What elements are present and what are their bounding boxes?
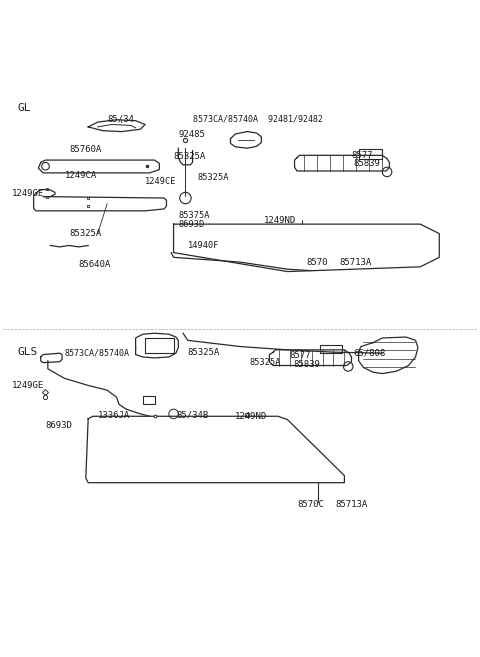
Text: 1249ND: 1249ND [235, 412, 267, 420]
FancyBboxPatch shape [320, 345, 343, 353]
Text: 8570C: 8570C [297, 499, 324, 509]
Text: 8693D: 8693D [46, 421, 72, 430]
Text: 1249GE: 1249GE [12, 189, 45, 198]
Text: 8693D: 8693D [179, 219, 204, 229]
Text: GL: GL [17, 103, 31, 113]
Text: 85/34B: 85/34B [176, 411, 208, 420]
Text: 85325A: 85325A [174, 152, 206, 161]
Text: 85325A: 85325A [69, 229, 101, 238]
Text: 85375A: 85375A [179, 211, 210, 220]
Text: 1249CA: 1249CA [64, 171, 96, 180]
Text: 14940F: 14940F [188, 241, 219, 250]
Text: 8573CA/85740A: 8573CA/85740A [64, 349, 130, 357]
Text: 8577: 8577 [290, 351, 312, 360]
Text: 1249CE: 1249CE [145, 177, 177, 186]
Text: 1249GE: 1249GE [12, 381, 45, 390]
Text: 85325A: 85325A [188, 348, 220, 357]
Text: 1336JA: 1336JA [97, 411, 130, 420]
Text: 85325A: 85325A [250, 358, 281, 367]
Text: 8573CA/85740A  92481/92482: 8573CA/85740A 92481/92482 [192, 114, 323, 124]
Text: 85713A: 85713A [335, 499, 367, 509]
Text: GLS: GLS [17, 347, 37, 357]
Text: 8570: 8570 [306, 258, 328, 267]
FancyBboxPatch shape [143, 396, 155, 405]
Text: 85839: 85839 [354, 159, 381, 168]
FancyBboxPatch shape [359, 149, 383, 158]
Text: 65/808: 65/808 [354, 349, 386, 357]
Text: 92485: 92485 [179, 131, 205, 139]
Text: 85839: 85839 [293, 359, 320, 369]
Text: 85760A: 85760A [69, 145, 101, 154]
Text: 85325A: 85325A [197, 173, 229, 182]
Text: 8577: 8577 [351, 151, 373, 160]
Text: 1249ND: 1249ND [264, 216, 296, 225]
Text: 85640A: 85640A [79, 260, 111, 269]
Text: 85/34: 85/34 [107, 114, 134, 124]
Text: 85713A: 85713A [340, 258, 372, 267]
